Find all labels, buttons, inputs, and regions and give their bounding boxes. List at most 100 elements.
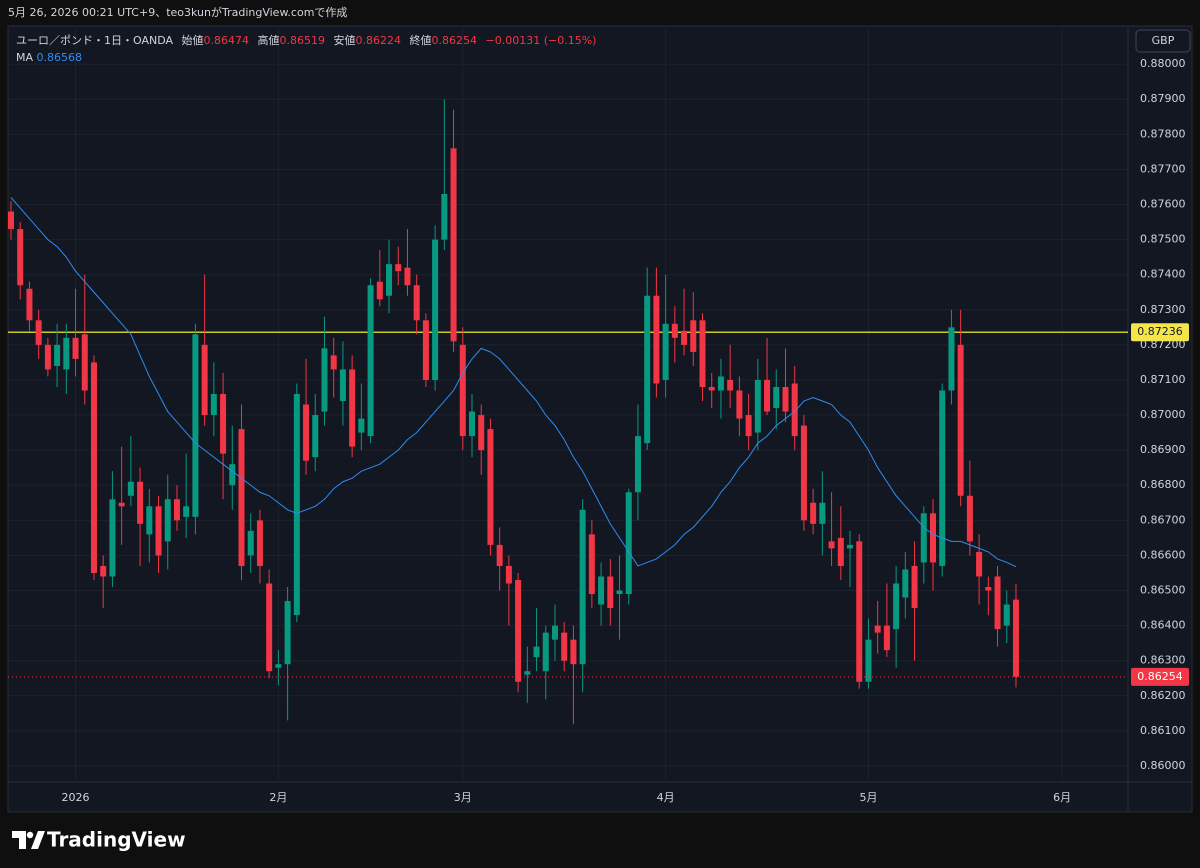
y-tick-label: 0.86800 bbox=[1140, 478, 1186, 491]
candle-body bbox=[699, 320, 706, 387]
candle-body bbox=[450, 148, 457, 342]
candle-body bbox=[985, 586, 992, 591]
y-tick-label: 0.86100 bbox=[1140, 724, 1186, 737]
axes: 0.86000 0.86100 0.86200 0.86300 0.86400 0.865… bbox=[62, 57, 1189, 804]
candle-body bbox=[773, 386, 780, 409]
candle-body bbox=[717, 376, 724, 391]
candle-body bbox=[266, 583, 273, 672]
candle-body bbox=[81, 334, 88, 391]
currency-label[interactable]: GBP bbox=[1152, 34, 1175, 47]
candle-body bbox=[681, 330, 688, 345]
logo-text: TradingView bbox=[47, 828, 186, 852]
candle-body bbox=[17, 229, 24, 286]
candle-body bbox=[118, 502, 125, 507]
candle-body bbox=[8, 211, 14, 230]
candle-body bbox=[865, 639, 872, 682]
candle-body bbox=[690, 320, 697, 352]
candle-body bbox=[146, 506, 153, 535]
candle-body bbox=[588, 534, 595, 595]
candle-body bbox=[229, 464, 236, 486]
candle-body bbox=[109, 499, 116, 577]
candle-body bbox=[819, 502, 826, 524]
y-tick-label: 0.87000 bbox=[1140, 408, 1186, 421]
y-tick-label: 0.86000 bbox=[1140, 759, 1186, 772]
candle-body bbox=[579, 509, 586, 665]
candle-body bbox=[893, 583, 900, 630]
candle-body bbox=[321, 348, 328, 412]
candle-body bbox=[72, 337, 79, 359]
candle-body bbox=[874, 625, 881, 633]
candle-body bbox=[902, 569, 909, 598]
candle-body bbox=[441, 193, 448, 240]
candle-body bbox=[791, 383, 798, 437]
candle-body bbox=[561, 632, 568, 661]
currency-button[interactable] bbox=[1135, 29, 1191, 53]
y-tick-label: 0.88000 bbox=[1140, 57, 1186, 70]
candle-body bbox=[515, 579, 522, 682]
candle-body bbox=[137, 481, 144, 524]
y-tick-label: 0.87500 bbox=[1140, 233, 1186, 246]
candle-body bbox=[293, 393, 300, 616]
candle-body bbox=[284, 601, 291, 665]
candle-body bbox=[395, 264, 402, 272]
candle-body bbox=[349, 369, 356, 447]
change-value: −0.00131 (−0.15%) bbox=[485, 34, 597, 47]
candle-body bbox=[173, 499, 180, 521]
ma-name: MA bbox=[16, 51, 34, 64]
candle-body bbox=[339, 369, 346, 402]
candle-body bbox=[634, 436, 641, 493]
candle-body bbox=[847, 544, 854, 549]
candle-body bbox=[745, 415, 752, 437]
y-tick-label: 0.86900 bbox=[1140, 443, 1186, 456]
high-label: 高値 bbox=[257, 34, 280, 47]
chart-panel bbox=[7, 25, 1193, 813]
candle-body bbox=[478, 415, 485, 451]
candle-body bbox=[671, 323, 678, 338]
candle-body bbox=[1003, 604, 1010, 626]
candle-body bbox=[966, 495, 973, 542]
candle-body bbox=[413, 285, 420, 321]
candle-body bbox=[616, 590, 623, 595]
y-tick-label: 0.87900 bbox=[1140, 92, 1186, 105]
high-value: 0.86519 bbox=[279, 34, 326, 47]
candle-body bbox=[976, 551, 983, 577]
candle-body bbox=[930, 513, 936, 563]
candle-body bbox=[155, 506, 162, 556]
candle-body bbox=[505, 565, 512, 584]
plot bbox=[8, 99, 1128, 724]
x-tick-label: 6月 bbox=[1053, 791, 1071, 804]
candle-body bbox=[911, 565, 918, 609]
candle-body bbox=[883, 625, 890, 651]
candle-body bbox=[994, 576, 1001, 630]
ma-row: MA 0.86568 bbox=[16, 49, 601, 66]
x-tick-label: 5月 bbox=[859, 791, 877, 804]
candle-body bbox=[662, 323, 669, 380]
candle-body bbox=[754, 379, 761, 433]
hline-badge bbox=[1131, 323, 1189, 342]
candle-body bbox=[35, 320, 42, 345]
candle-body bbox=[469, 411, 475, 437]
x-tick-label: 2月 bbox=[269, 791, 287, 804]
candle-body bbox=[957, 344, 964, 496]
candle-body bbox=[183, 506, 190, 517]
candle-body bbox=[708, 386, 715, 391]
y-tick-label: 0.86300 bbox=[1140, 654, 1186, 667]
y-tick-label: 0.87300 bbox=[1140, 303, 1186, 316]
candle-body bbox=[837, 537, 844, 566]
low-label: 安値 bbox=[333, 34, 356, 47]
candle-body bbox=[63, 337, 70, 370]
candle-body bbox=[54, 344, 61, 366]
candle-body bbox=[386, 264, 393, 296]
candle-body bbox=[810, 502, 817, 524]
candle-body bbox=[598, 576, 605, 605]
candle-body bbox=[210, 393, 217, 416]
candle-body bbox=[551, 625, 558, 640]
candle-body bbox=[220, 393, 227, 454]
candle-body bbox=[524, 671, 531, 675]
open-value: 0.86474 bbox=[203, 34, 250, 47]
candle-body bbox=[256, 520, 263, 566]
candle-body bbox=[303, 404, 310, 461]
y-tick-label: 0.86500 bbox=[1140, 584, 1186, 597]
candle-body bbox=[192, 334, 199, 517]
